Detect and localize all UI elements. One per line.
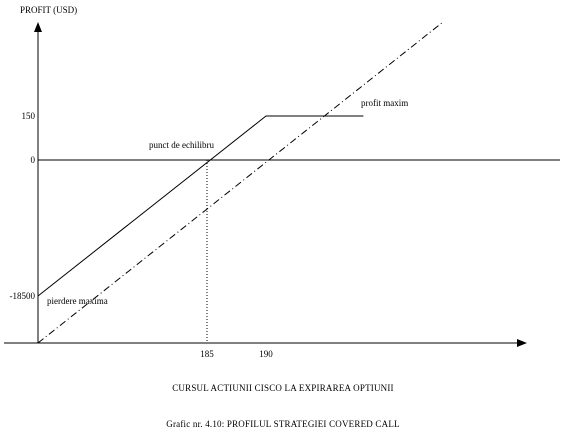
annotation-label: profit maxim (361, 98, 408, 108)
y-axis-title: PROFIT (USD) (20, 5, 77, 15)
stock-profit-line (37, 21, 444, 344)
y-axis-arrow-icon (34, 22, 42, 32)
y-tick-label: 0 (31, 155, 36, 165)
y-tick-label: 150 (22, 111, 36, 121)
covered-call-profit-line (37, 115, 364, 297)
x-tick-label: 185 (200, 349, 214, 359)
x-tick-label: 190 (259, 349, 273, 359)
annotation-label: punct de echilibru (149, 140, 214, 150)
x-axis-arrow-icon (517, 339, 527, 347)
y-tick-label: -18500 (10, 291, 36, 301)
annotation-label: pierdere maxima (47, 296, 108, 306)
chart-title: Grafic nr. 4.10: PROFILUL STRATEGIEI COV… (166, 419, 400, 429)
x-axis-label: CURSUL ACTIUNII CISCO LA EXPIRAREA OPTIU… (172, 383, 394, 393)
